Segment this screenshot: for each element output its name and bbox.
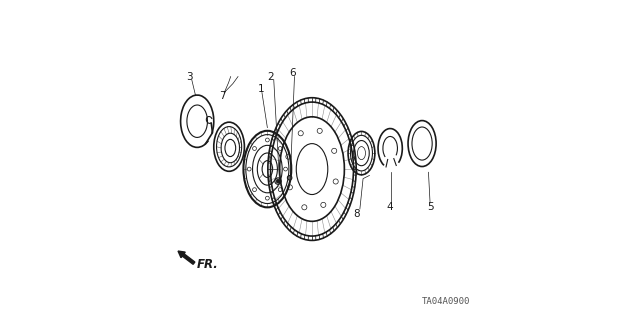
Text: 8: 8	[353, 209, 360, 219]
Text: FR.: FR.	[197, 258, 219, 271]
Text: 2: 2	[268, 71, 274, 82]
Text: 6: 6	[289, 68, 296, 78]
Text: 5: 5	[427, 202, 433, 212]
Text: TA04A0900: TA04A0900	[422, 297, 470, 306]
Text: 1: 1	[258, 84, 264, 94]
Text: 7: 7	[220, 91, 226, 101]
FancyArrow shape	[178, 251, 195, 264]
Text: 4: 4	[387, 202, 394, 212]
Ellipse shape	[276, 179, 280, 183]
Ellipse shape	[282, 121, 342, 217]
Text: 3: 3	[186, 71, 193, 82]
Ellipse shape	[287, 175, 292, 180]
